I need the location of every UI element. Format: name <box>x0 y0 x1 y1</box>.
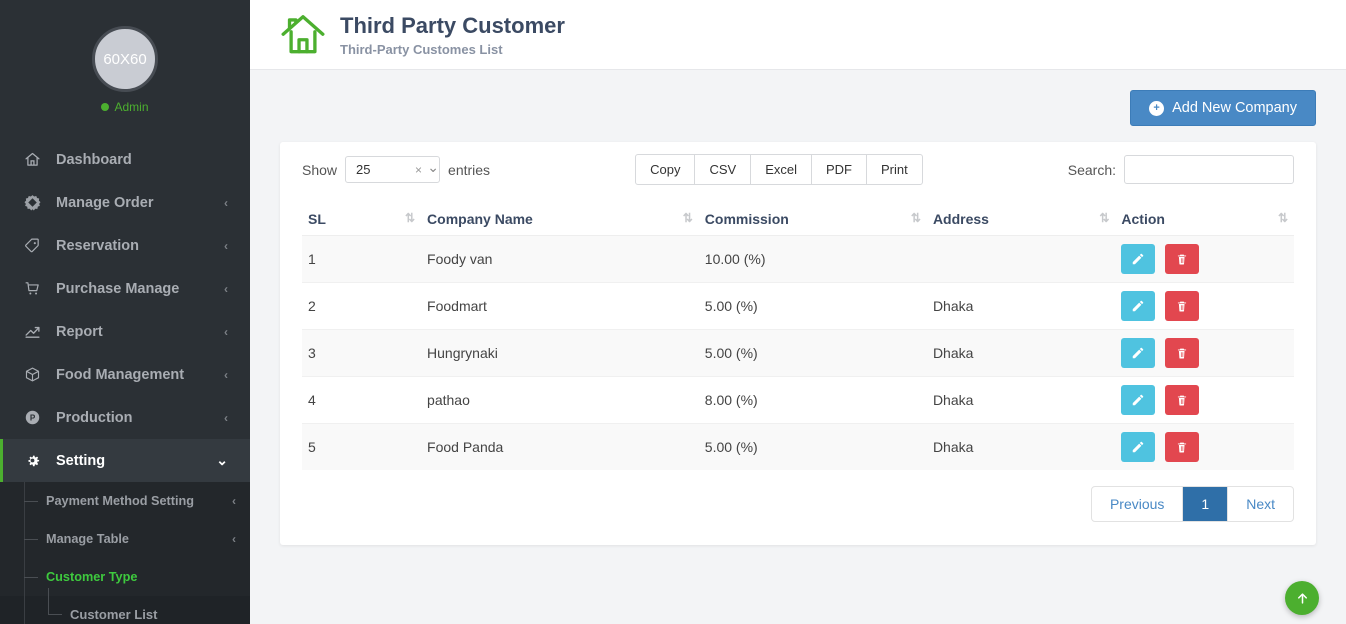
svg-text:P: P <box>29 414 35 423</box>
